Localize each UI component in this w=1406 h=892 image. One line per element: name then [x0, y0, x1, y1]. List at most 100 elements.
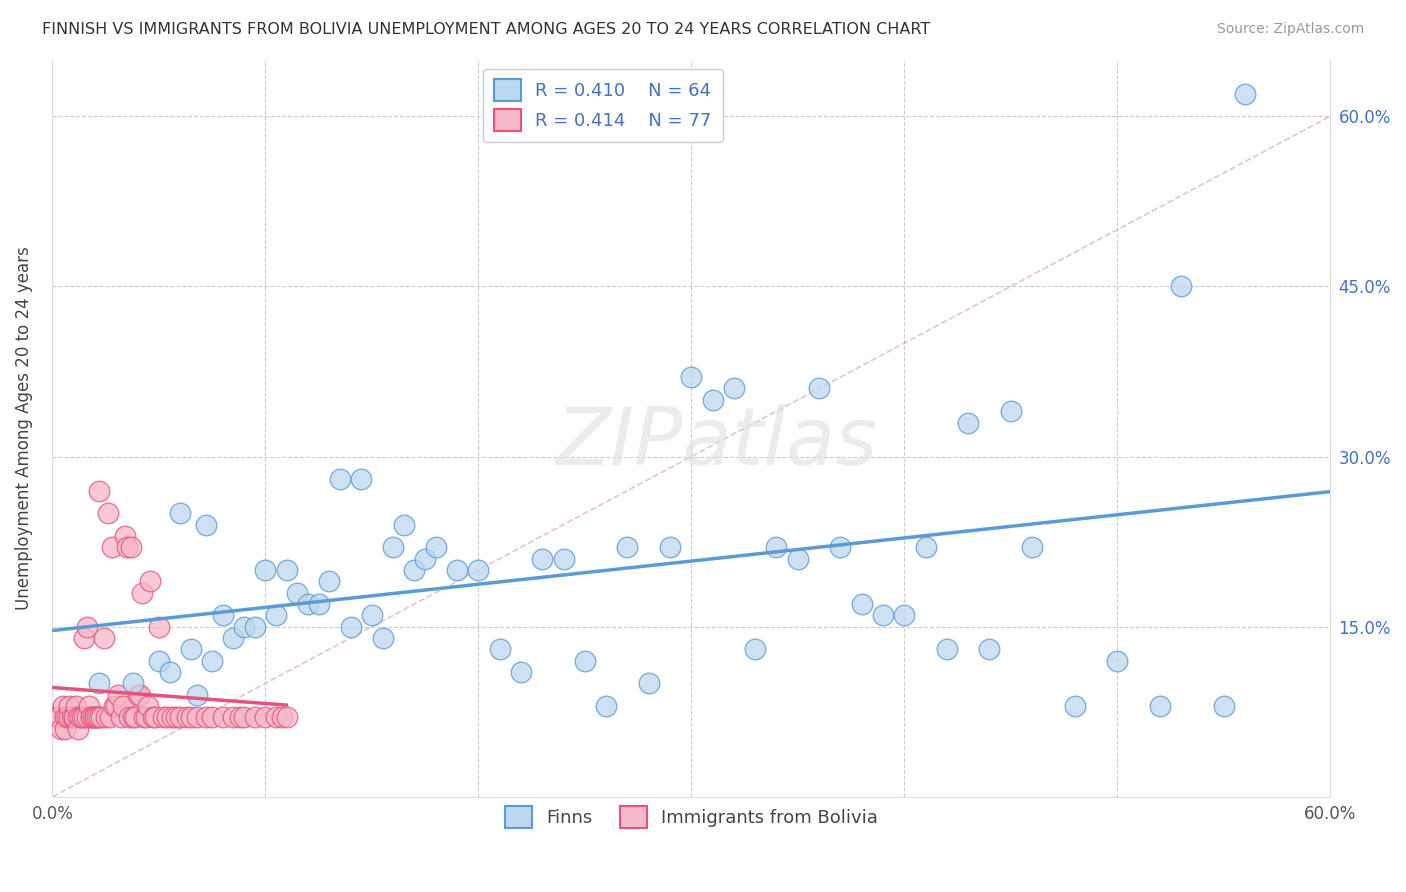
Point	[211, 710, 233, 724]
Point	[467, 563, 489, 577]
Point	[222, 710, 245, 724]
Point	[329, 472, 352, 486]
Point	[786, 551, 808, 566]
Point	[308, 597, 330, 611]
Point	[58, 699, 80, 714]
Point	[1000, 404, 1022, 418]
Point	[1021, 541, 1043, 555]
Point	[392, 517, 415, 532]
Point	[531, 551, 554, 566]
Point	[243, 620, 266, 634]
Point	[271, 710, 294, 724]
Point	[143, 710, 166, 724]
Point	[371, 631, 394, 645]
Point	[979, 642, 1001, 657]
Point	[744, 642, 766, 657]
Point	[264, 710, 287, 724]
Point	[120, 541, 142, 555]
Point	[1149, 699, 1171, 714]
Point	[851, 597, 873, 611]
Point	[165, 710, 187, 724]
Point	[48, 710, 70, 724]
Point	[82, 710, 104, 724]
Point	[360, 608, 382, 623]
Point	[243, 710, 266, 724]
Point	[97, 506, 120, 520]
Point	[77, 699, 100, 714]
Point	[60, 710, 83, 724]
Point	[233, 620, 256, 634]
Point	[115, 541, 138, 555]
Point	[169, 506, 191, 520]
Point	[1063, 699, 1085, 714]
Point	[297, 597, 319, 611]
Point	[201, 654, 224, 668]
Point	[446, 563, 468, 577]
Point	[382, 541, 405, 555]
Point	[914, 541, 936, 555]
Point	[194, 710, 217, 724]
Point	[194, 517, 217, 532]
Point	[169, 710, 191, 724]
Point	[93, 631, 115, 645]
Text: Source: ZipAtlas.com: Source: ZipAtlas.com	[1216, 22, 1364, 37]
Point	[122, 676, 145, 690]
Point	[616, 541, 638, 555]
Point	[156, 710, 179, 724]
Text: FINNISH VS IMMIGRANTS FROM BOLIVIA UNEMPLOYMENT AMONG AGES 20 TO 24 YEARS CORREL: FINNISH VS IMMIGRANTS FROM BOLIVIA UNEMP…	[42, 22, 931, 37]
Legend: Finns, Immigrants from Bolivia: Finns, Immigrants from Bolivia	[498, 799, 886, 836]
Point	[681, 370, 703, 384]
Point	[107, 688, 129, 702]
Point	[659, 541, 682, 555]
Point	[404, 563, 426, 577]
Point	[211, 608, 233, 623]
Point	[105, 699, 128, 714]
Point	[73, 631, 96, 645]
Point	[49, 722, 72, 736]
Point	[90, 710, 112, 724]
Point	[76, 710, 98, 724]
Point	[132, 710, 155, 724]
Point	[103, 699, 125, 714]
Point	[72, 710, 94, 724]
Point	[65, 699, 87, 714]
Point	[110, 710, 132, 724]
Point	[62, 710, 84, 724]
Point	[1212, 699, 1234, 714]
Point	[122, 710, 145, 724]
Point	[637, 676, 659, 690]
Point	[159, 665, 181, 679]
Point	[114, 529, 136, 543]
Point	[180, 710, 202, 724]
Point	[957, 416, 980, 430]
Point	[152, 710, 174, 724]
Point	[69, 710, 91, 724]
Point	[80, 710, 103, 724]
Point	[222, 631, 245, 645]
Point	[89, 710, 111, 724]
Point	[62, 710, 84, 724]
Point	[318, 574, 340, 589]
Point	[872, 608, 894, 623]
Point	[830, 541, 852, 555]
Point	[89, 483, 111, 498]
Point	[413, 551, 436, 566]
Point	[135, 710, 157, 724]
Point	[131, 585, 153, 599]
Point	[186, 688, 208, 702]
Point	[702, 392, 724, 407]
Point	[141, 710, 163, 724]
Point	[128, 688, 150, 702]
Point	[148, 654, 170, 668]
Point	[595, 699, 617, 714]
Point	[56, 710, 79, 724]
Point	[350, 472, 373, 486]
Point	[180, 642, 202, 657]
Point	[893, 608, 915, 623]
Point	[118, 710, 141, 724]
Point	[723, 382, 745, 396]
Point	[45, 710, 67, 724]
Point	[808, 382, 831, 396]
Point	[201, 710, 224, 724]
Point	[339, 620, 361, 634]
